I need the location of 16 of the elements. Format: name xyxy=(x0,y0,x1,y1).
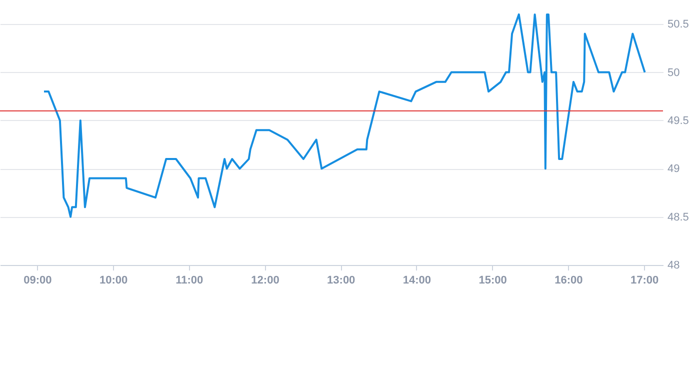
y-tick-label: 48.5 xyxy=(668,211,689,224)
y-tick-label: 49 xyxy=(668,163,680,176)
x-tick-label: 13:00 xyxy=(327,274,356,286)
x-tick-label: 09:00 xyxy=(24,274,52,286)
x-tick-label: 14:00 xyxy=(402,274,432,286)
x-tick-label: 16:00 xyxy=(554,274,583,286)
x-tick-label: 10:00 xyxy=(99,274,128,286)
x-tick-label: 15:00 xyxy=(478,274,507,286)
y-tick-label: 50 xyxy=(668,66,680,79)
line-series xyxy=(43,13,646,218)
y-tick-label: 49.5 xyxy=(668,114,689,127)
x-tick-label: 17:00 xyxy=(630,274,659,286)
x-tick-label: 11:00 xyxy=(176,274,204,286)
x-tick-label: 12:00 xyxy=(251,274,280,286)
y-tick-label: 48 xyxy=(668,260,680,272)
y-tick-label: 50.5 xyxy=(668,18,689,31)
